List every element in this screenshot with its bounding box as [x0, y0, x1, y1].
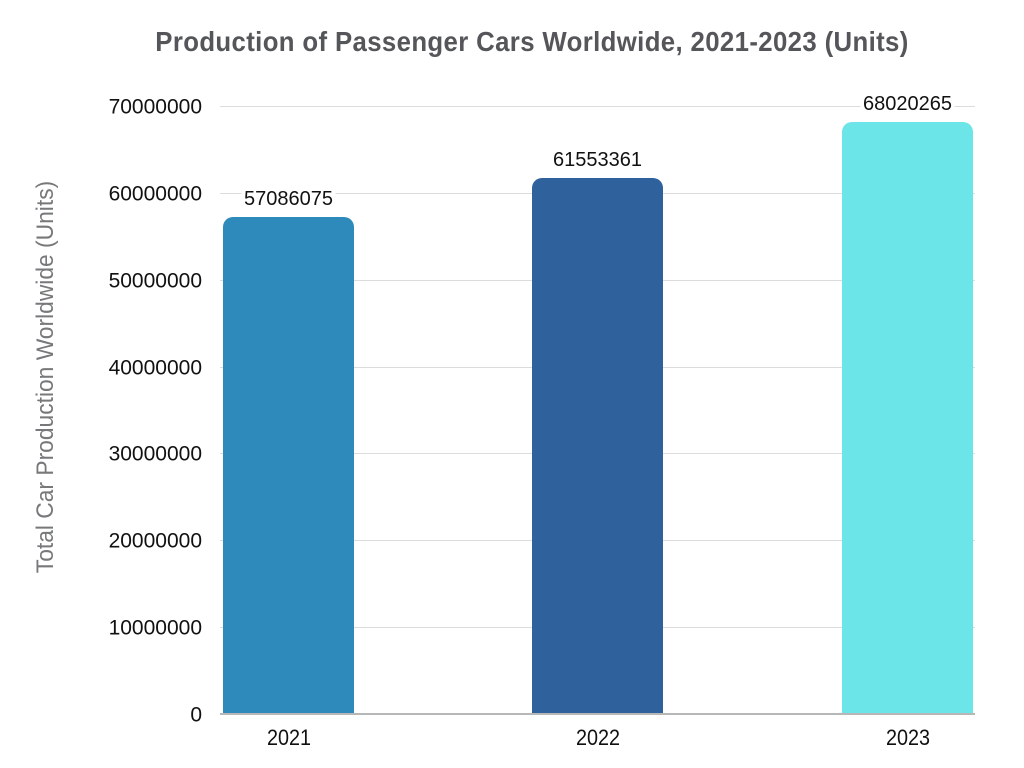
y-tick-label: 60000000 — [108, 182, 202, 206]
y-tick-label: 10000000 — [108, 616, 202, 640]
bar-rect-2022[interactable] — [532, 178, 663, 713]
y-tick-label: 30000000 — [108, 442, 202, 466]
y-tick-label: 0 — [190, 703, 202, 727]
y-tick-label: 70000000 — [108, 95, 202, 119]
bar-value-label: 57086075 — [241, 188, 336, 212]
x-tick-label-2021: 2021 — [266, 725, 311, 750]
y-axis-ticks: 0 10000000 20000000 30000000 40000000 5000000… — [0, 97, 202, 726]
x-axis-line — [220, 713, 975, 715]
bar-2021[interactable]: 57086075 — [223, 188, 354, 713]
bar-2022[interactable]: 61553361 — [532, 149, 663, 713]
bar-value-label: 61553361 — [550, 149, 645, 173]
y-tick-label: 50000000 — [108, 269, 202, 293]
bar-rect-2023[interactable] — [842, 122, 973, 713]
y-tick-label: 20000000 — [108, 529, 202, 553]
bar-2023[interactable]: 68020265 — [842, 93, 973, 713]
plot-area: 57086075 2021 61553361 2022 68020265 2023 — [220, 93, 975, 750]
bar-rect-2021[interactable] — [223, 217, 354, 713]
x-tick-label-2022: 2022 — [575, 725, 620, 750]
y-tick-label: 40000000 — [108, 356, 202, 380]
gridline — [220, 106, 975, 107]
bar-value-label: 68020265 — [860, 93, 955, 117]
x-tick-label-2023: 2023 — [885, 725, 930, 750]
chart-title: Production of Passenger Cars Worldwide, … — [155, 26, 909, 57]
